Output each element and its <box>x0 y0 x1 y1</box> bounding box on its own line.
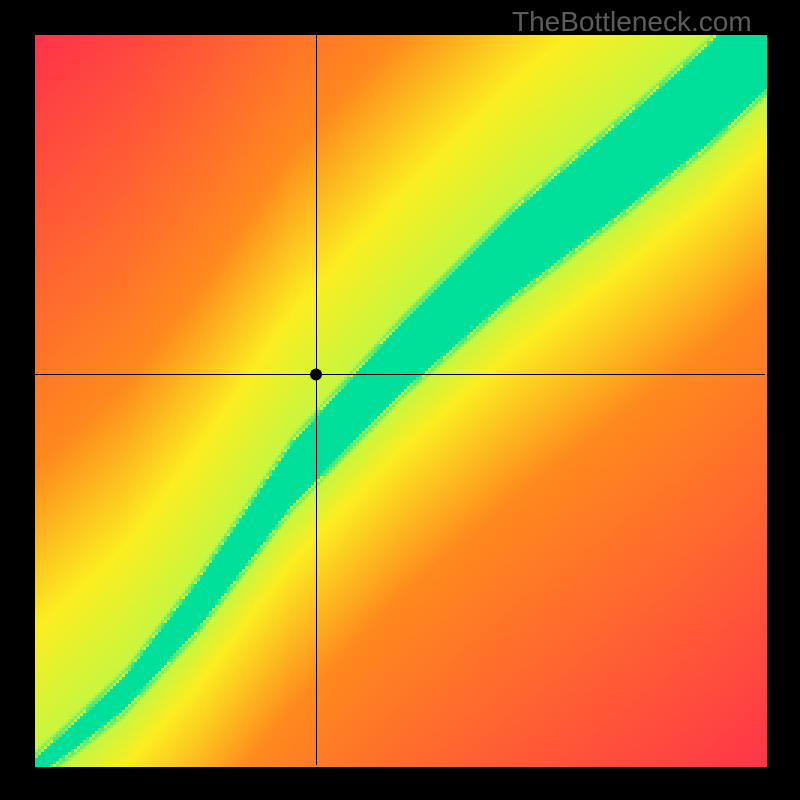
crosshair-overlay <box>0 0 800 800</box>
watermark-text: TheBottleneck.com <box>512 6 752 38</box>
chart-root: TheBottleneck.com <box>0 0 800 800</box>
